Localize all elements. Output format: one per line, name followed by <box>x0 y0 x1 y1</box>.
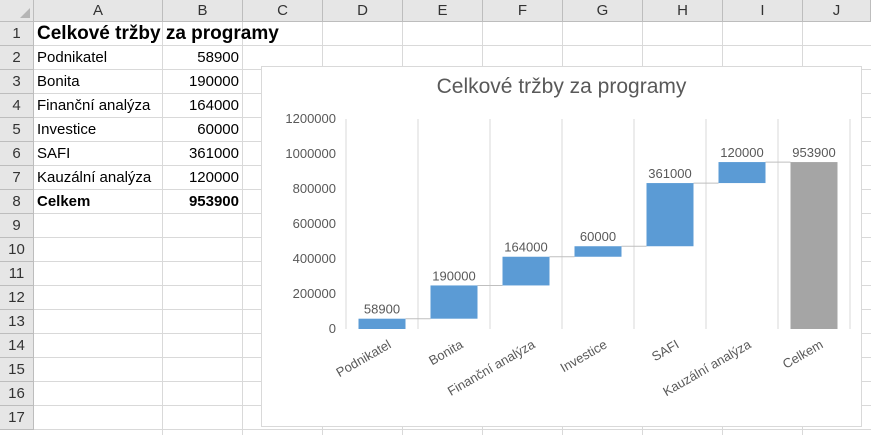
increase-bar <box>358 318 406 329</box>
select-all-button[interactable] <box>0 0 34 22</box>
column-header-c[interactable]: C <box>243 0 323 22</box>
x-category-label: SAFI <box>649 337 682 364</box>
total-bar <box>790 162 838 329</box>
y-tick-label: 800000 <box>293 181 336 196</box>
cell-a4[interactable]: Finanční analýza <box>37 97 151 114</box>
cell-a8-total-label[interactable]: Celkem <box>37 193 91 210</box>
data-label: 361000 <box>648 166 691 181</box>
row-header-7[interactable]: 7 <box>0 166 34 190</box>
row-header-17[interactable]: 17 <box>0 406 34 430</box>
cell-b4[interactable]: 164000 <box>188 97 239 114</box>
gridline-row <box>34 429 871 430</box>
increase-bar <box>646 183 694 247</box>
data-label: 190000 <box>432 268 475 283</box>
cell-b3[interactable]: 190000 <box>188 73 239 90</box>
increase-bar <box>718 162 766 184</box>
cell-a5[interactable]: Investice <box>37 121 97 138</box>
row-header-11[interactable]: 11 <box>0 262 34 286</box>
data-label: 120000 <box>720 145 763 160</box>
column-header-d[interactable]: D <box>323 0 403 22</box>
row-header-16[interactable]: 16 <box>0 382 34 406</box>
y-tick-label: 200000 <box>293 286 336 301</box>
cell-a7[interactable]: Kauzální analýza <box>37 169 152 186</box>
column-header-b[interactable]: B <box>163 0 243 22</box>
x-category-label: Celkem <box>780 337 826 372</box>
increase-bar <box>502 256 550 286</box>
cell-a3[interactable]: Bonita <box>37 73 80 90</box>
cell-b8-total-value[interactable]: 953900 <box>188 193 239 210</box>
column-header-f[interactable]: F <box>483 0 563 22</box>
row-header-14[interactable]: 14 <box>0 334 34 358</box>
data-label: 164000 <box>504 240 547 255</box>
column-header-e[interactable]: E <box>403 0 483 22</box>
row-header-2[interactable]: 2 <box>0 46 34 70</box>
y-tick-label: 0 <box>329 321 336 336</box>
column-header-g[interactable]: G <box>563 0 643 22</box>
cell-a6[interactable]: SAFI <box>37 145 71 162</box>
gridline-col-b <box>162 22 163 435</box>
row-header-4[interactable]: 4 <box>0 94 34 118</box>
column-header-h[interactable]: H <box>643 0 723 22</box>
row-header-6[interactable]: 6 <box>0 142 34 166</box>
y-tick-label: 1200000 <box>285 111 336 126</box>
x-category-label: Bonita <box>426 336 466 368</box>
row-header-3[interactable]: 3 <box>0 70 34 94</box>
chart-plot-svg: 0 200000 400000 600000 800000 1000000 1200000 5… <box>285 111 851 399</box>
waterfall-chart[interactable]: Celkové tržby za programy 0 200000 400000 6… <box>261 66 862 427</box>
row-header-1[interactable]: 1 <box>0 22 34 46</box>
data-label: 58900 <box>364 302 400 317</box>
x-category-label: Podnikatel <box>333 337 393 380</box>
row-header-13[interactable]: 13 <box>0 310 34 334</box>
y-tick-label: 1000000 <box>285 146 336 161</box>
cell-b7[interactable]: 120000 <box>188 169 239 186</box>
row-header-12[interactable]: 12 <box>0 286 34 310</box>
y-tick-label: 600000 <box>293 216 336 231</box>
row-header-8[interactable]: 8 <box>0 190 34 214</box>
chart-title[interactable]: Celkové tržby za programy <box>436 75 687 98</box>
column-header-j[interactable]: J <box>803 0 871 22</box>
row-header-9[interactable]: 9 <box>0 214 34 238</box>
cell-a1-sheet-title[interactable]: Celkové tržby za programy <box>37 23 279 44</box>
row-header-15[interactable]: 15 <box>0 358 34 382</box>
cell-a2[interactable]: Podnikatel <box>37 49 108 66</box>
increase-bar <box>574 246 622 257</box>
x-category-label: Investice <box>558 337 610 376</box>
gridline-col-c <box>242 22 243 435</box>
gridline-row <box>34 45 871 46</box>
column-header-a[interactable]: A <box>34 0 163 22</box>
column-header-i[interactable]: I <box>723 0 803 22</box>
cell-b5[interactable]: 60000 <box>197 121 239 138</box>
row-header-5[interactable]: 5 <box>0 118 34 142</box>
y-tick-label: 400000 <box>293 251 336 266</box>
data-label: 60000 <box>580 229 616 244</box>
cell-b2[interactable]: 58900 <box>197 49 239 66</box>
cell-b6[interactable]: 361000 <box>188 145 239 162</box>
data-label: 953900 <box>792 145 835 160</box>
increase-bar <box>430 285 478 319</box>
select-all-triangle-icon <box>20 8 30 18</box>
row-header-10[interactable]: 10 <box>0 238 34 262</box>
